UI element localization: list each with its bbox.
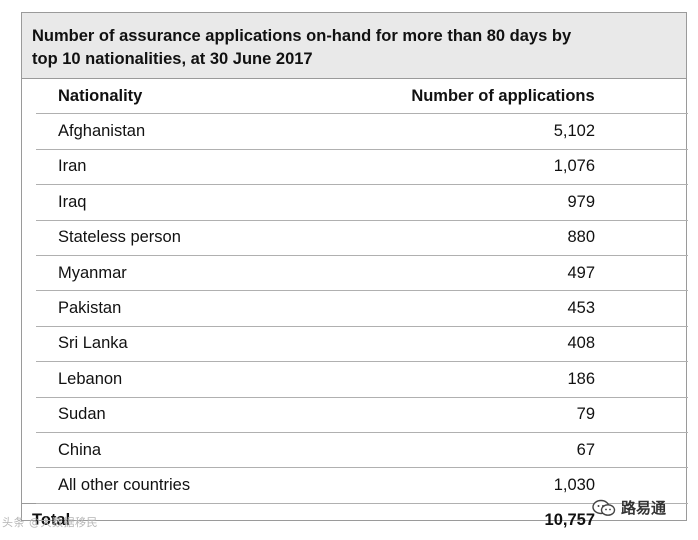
table-row: Myanmar 497 — [22, 255, 688, 292]
data-table: Nationality Number of applications Afgha… — [22, 79, 688, 537]
nationality-cell: Lebanon — [36, 361, 351, 398]
table-row: Afghanistan 5,102 — [22, 113, 688, 150]
nationality-cell: Iraq — [36, 184, 351, 221]
table-row: All other countries 1,030 — [22, 467, 688, 504]
applications-cell: 79 — [351, 397, 595, 433]
total-row: Total 10,757 — [22, 502, 688, 537]
table-row: Sri Lanka 408 — [22, 326, 688, 363]
wechat-icon — [592, 499, 616, 517]
applications-cell: 408 — [351, 326, 595, 363]
assurance-applications-table: Number of assurance applications on-hand… — [21, 12, 688, 537]
column-header-applications: Number of applications — [351, 79, 595, 115]
table-row: Iraq 979 — [22, 184, 688, 221]
applications-cell: 67 — [351, 432, 595, 469]
nationality-cell: Stateless person — [36, 220, 351, 256]
applications-cell: 186 — [351, 361, 595, 398]
nationality-cell: Sri Lanka — [36, 326, 351, 363]
nationality-cell: China — [36, 432, 351, 469]
nationality-cell: Pakistan — [36, 290, 351, 327]
applications-cell: 5,102 — [351, 113, 595, 150]
nationality-cell: Afghanistan — [36, 113, 351, 150]
header-row: Nationality Number of applications — [22, 79, 688, 115]
total-label: Total — [22, 502, 351, 537]
table-body: Afghanistan 5,102 Iran 1,076 Iraq 979 Stateles… — [22, 113, 688, 504]
table-row: Pakistan 453 — [22, 290, 688, 327]
table-title-line-1: Number of assurance applications on-hand… — [32, 27, 572, 45]
applications-cell: 497 — [351, 255, 595, 292]
table-row: Iran 1,076 — [22, 149, 688, 186]
table-title: Number of assurance applications on-hand… — [22, 13, 686, 79]
nationality-cell: Myanmar — [36, 255, 351, 292]
applications-cell: 1,030 — [351, 467, 595, 504]
watermark-right: 路易通 — [592, 497, 666, 518]
applications-cell: 979 — [351, 184, 595, 221]
watermark-left: 头条 @大数据移民 — [2, 516, 98, 529]
table-row: Lebanon 186 — [22, 361, 688, 398]
nationality-cell: All other countries — [36, 467, 351, 504]
total-value: 10,757 — [351, 502, 595, 537]
nationality-cell: Iran — [36, 149, 351, 186]
applications-cell: 453 — [351, 290, 595, 327]
table-row: China 67 — [22, 432, 688, 469]
applications-cell: 1,076 — [351, 149, 595, 186]
table-title-line-2: top 10 nationalities, at 30 June 2017 — [32, 50, 313, 68]
nationality-cell: Sudan — [36, 397, 351, 433]
table-row: Sudan 79 — [22, 397, 688, 433]
column-header-nationality: Nationality — [36, 79, 351, 115]
applications-cell: 880 — [351, 220, 595, 256]
table-row: Stateless person 880 — [22, 220, 688, 256]
watermark-right-text: 路易通 — [621, 499, 667, 517]
